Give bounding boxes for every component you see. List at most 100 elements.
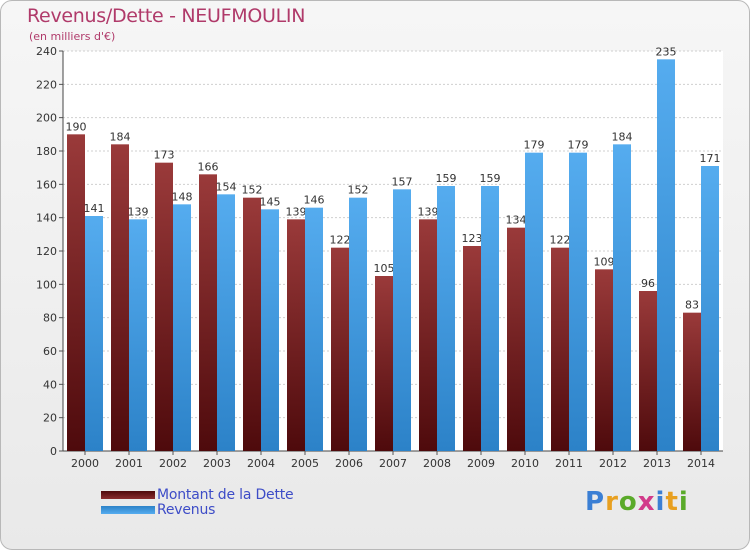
y-tick-label: 220 [36, 78, 57, 91]
data-label-dette: 83 [685, 299, 699, 312]
proxiti-logo: Proxiti [585, 487, 689, 517]
logo-letter: t [665, 487, 679, 517]
bar-dette [155, 162, 173, 451]
data-label-dette: 109 [594, 255, 615, 268]
data-label-revenus: 152 [348, 184, 369, 197]
data-label-dette: 122 [330, 234, 351, 247]
logo-letter: P [585, 487, 606, 517]
y-tick-label: 80 [43, 312, 57, 325]
bar-dette [67, 134, 85, 452]
data-label-revenus: 146 [304, 194, 325, 207]
data-label-dette: 105 [374, 262, 395, 275]
x-tick-label: 2001 [115, 457, 143, 470]
x-tick-label: 2013 [643, 457, 671, 470]
bar-revenus [657, 59, 675, 451]
bar-revenus [349, 197, 367, 451]
x-tick-label: 2006 [335, 457, 363, 470]
bar-revenus [437, 186, 455, 451]
data-label-dette: 152 [242, 184, 263, 197]
data-label-dette: 139 [418, 205, 439, 218]
y-tick-label: 20 [43, 412, 57, 425]
x-tick-label: 2004 [247, 457, 275, 470]
bar-dette [507, 227, 525, 451]
logo-letter: i [678, 487, 689, 517]
data-label-revenus: 235 [656, 45, 677, 58]
data-label-revenus: 184 [612, 130, 633, 143]
y-tick-label: 60 [43, 345, 57, 358]
data-label-revenus: 154 [216, 180, 237, 193]
bar-revenus [481, 186, 499, 451]
x-tick-label: 2003 [203, 457, 231, 470]
bar-dette [375, 276, 393, 451]
x-tick-label: 2010 [511, 457, 539, 470]
bar-dette [463, 246, 481, 451]
bar-dette [551, 247, 569, 451]
legend-swatch-dette [101, 490, 155, 499]
bar-dette [111, 144, 129, 452]
y-tick-label: 240 [36, 45, 57, 58]
x-tick-label: 2007 [379, 457, 407, 470]
bar-dette [595, 269, 613, 451]
logo-letter: x [637, 487, 656, 517]
bar-revenus [569, 152, 587, 451]
bar-revenus [701, 166, 719, 451]
bar-revenus [305, 207, 323, 451]
legend-label-revenus: Revenus [157, 501, 216, 518]
x-tick-label: 2005 [291, 457, 319, 470]
bar-dette [639, 291, 657, 451]
x-tick-label: 2009 [467, 457, 495, 470]
data-label-revenus: 141 [84, 202, 105, 215]
bar-dette [419, 219, 437, 451]
logo-letter: i [655, 487, 666, 517]
chart-subtitle: (en milliers d'€) [29, 30, 116, 43]
bar-dette [331, 247, 349, 451]
y-tick-label: 100 [36, 278, 57, 291]
bar-revenus [525, 152, 543, 451]
x-tick-label: 2011 [555, 457, 583, 470]
data-label-dette: 190 [66, 120, 87, 133]
bar-dette [243, 197, 261, 451]
legend-swatch-revenus [101, 505, 155, 514]
data-label-revenus: 159 [436, 172, 457, 185]
y-tick-label: 140 [36, 212, 57, 225]
x-tick-label: 2014 [687, 457, 715, 470]
bar-dette [199, 174, 217, 452]
bar-dette [683, 312, 701, 451]
y-tick-label: 200 [36, 112, 57, 125]
legend-label-dette: Montant de la Dette [157, 486, 294, 503]
data-label-dette: 173 [154, 149, 175, 162]
data-label-dette: 184 [110, 130, 131, 143]
data-label-dette: 134 [506, 214, 527, 227]
chart-title: Revenus/Dette - NEUFMOULIN [27, 5, 306, 27]
data-label-revenus: 171 [700, 152, 721, 165]
data-label-dette: 166 [198, 160, 219, 173]
x-tick-label: 2008 [423, 457, 451, 470]
y-tick-label: 180 [36, 145, 57, 158]
data-label-revenus: 157 [392, 175, 413, 188]
data-label-dette: 123 [462, 232, 483, 245]
bar-revenus [613, 144, 631, 452]
data-label-dette: 122 [550, 234, 571, 247]
y-tick-label: 160 [36, 178, 57, 191]
y-tick-label: 120 [36, 245, 57, 258]
x-tick-label: 2012 [599, 457, 627, 470]
bar-revenus [261, 209, 279, 451]
x-tick-label: 2002 [159, 457, 187, 470]
data-label-revenus: 159 [480, 172, 501, 185]
data-label-revenus: 139 [128, 205, 149, 218]
bar-dette [287, 219, 305, 451]
data-label-dette: 139 [286, 205, 307, 218]
legend-item-dette: Montant de la Dette [101, 486, 294, 503]
data-label-revenus: 179 [524, 139, 545, 152]
bar-revenus [85, 216, 103, 451]
bar-revenus [393, 189, 411, 452]
y-tick-label: 0 [50, 445, 57, 458]
data-label-revenus: 148 [172, 190, 193, 203]
legend-item-revenus: Revenus [101, 501, 293, 518]
data-label-revenus: 179 [568, 139, 589, 152]
bar-revenus [217, 194, 235, 452]
bar-revenus [173, 204, 191, 451]
logo-letter: o [618, 487, 638, 517]
y-tick-label: 40 [43, 378, 57, 391]
